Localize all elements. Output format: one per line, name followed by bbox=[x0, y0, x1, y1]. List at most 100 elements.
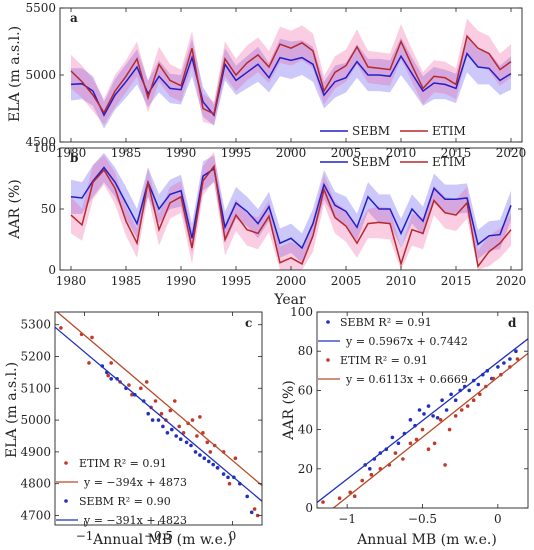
panel-c-sebm-point bbox=[207, 459, 211, 464]
panel-d-sebm-point bbox=[396, 441, 401, 446]
panel-d-ytick-label: 100 bbox=[290, 305, 313, 319]
panel-d-sebm-point bbox=[514, 349, 518, 354]
panel-c-ytick-label: 4700 bbox=[20, 508, 51, 522]
panel-d-xtick-label: 0 bbox=[494, 512, 502, 526]
panel-d-ytick-label: 80 bbox=[298, 344, 313, 358]
panel-c-ytick-label: 5200 bbox=[20, 350, 51, 364]
panel-d-ytick-label: 60 bbox=[298, 383, 313, 397]
panel-c-sebm-point bbox=[211, 462, 215, 467]
panel-d-sebm-point bbox=[426, 404, 431, 408]
panel-d-legend-etim-fit: y = 0.6113x + 0.6669 bbox=[345, 373, 468, 386]
panel-c-etim-point bbox=[190, 418, 195, 422]
panel-a-xtick-label: 1985 bbox=[111, 146, 142, 160]
panel-d-etim-point bbox=[471, 398, 476, 403]
panel-c-sebm-point bbox=[174, 434, 178, 438]
panel-c-etim-point bbox=[153, 399, 158, 403]
panel-c-etim-point bbox=[106, 373, 110, 378]
panel-c-etim-point bbox=[59, 326, 63, 330]
panel-a-ela-timeseries: 1980 1985 1990 1995 2000 2005 2010 2015 2020 4500… bbox=[7, 1, 526, 160]
panel-c-sebm-point bbox=[178, 437, 183, 442]
panel-d-legend-etim-marker bbox=[326, 358, 330, 362]
panel-c-letter: c bbox=[245, 316, 252, 330]
panel-c-fit-line-2 bbox=[55, 326, 262, 502]
panel-d-etim-point bbox=[337, 496, 342, 501]
panel-c-legend: ETIM R² = 0.91 y = −394x + 4873 SEBM R² … bbox=[56, 457, 187, 527]
panel-d-ylabel: AAR (%) bbox=[281, 380, 297, 440]
panel-c-sebm-point bbox=[189, 443, 193, 448]
panel-b-xtick-label: 2015 bbox=[441, 274, 472, 288]
panel-d-sebm-point bbox=[408, 418, 413, 422]
panel-d-ytick-label: 40 bbox=[298, 423, 313, 437]
panel-d-etim-point bbox=[465, 404, 470, 408]
panel-c-xtick-label: 0 bbox=[229, 529, 237, 543]
panel-a-sebm-uncertainty-band bbox=[71, 36, 511, 129]
panel-b-ylabel: AAR (%) bbox=[7, 179, 23, 239]
panel-c-etim-point bbox=[90, 335, 94, 340]
panel-d-legend-sebm-fit: y = 0.5967x + 0.7442 bbox=[345, 335, 468, 348]
panel-a-legend-sebm-label: SEBM bbox=[352, 124, 390, 138]
panel-d-etim-point bbox=[453, 414, 458, 418]
panel-c-plot-area: −1 −0.5 0 4700 4800 4900 5000 5100 5200 5300 bbox=[20, 311, 263, 543]
panel-d-marks bbox=[317, 338, 528, 508]
panel-a-ytick-label: 5000 bbox=[25, 68, 56, 82]
panel-d-sebm-point bbox=[422, 412, 426, 416]
panel-c-etim-point bbox=[255, 513, 260, 518]
panel-d-etim-point bbox=[478, 392, 482, 397]
panel-b-letter: b bbox=[70, 151, 78, 165]
panel-d-etim-point bbox=[447, 427, 452, 432]
panel-c-ytick-label: 5100 bbox=[20, 381, 51, 395]
panel-a-xtick-label: 2010 bbox=[386, 146, 417, 160]
panel-a-ylabel: ELA (m a.s.l.) bbox=[7, 26, 23, 122]
panel-c-xtick-label: −0.5 bbox=[144, 529, 173, 543]
panel-a-etim-uncertainty-band bbox=[71, 18, 511, 125]
panel-d-etim-point bbox=[401, 457, 405, 461]
panel-c-etim-point bbox=[177, 424, 181, 429]
panel-c-etim-point bbox=[144, 380, 149, 384]
panel-b-sebm-line bbox=[70, 166, 512, 250]
panel-c-ytick-label: 4900 bbox=[20, 445, 51, 459]
panel-b-plot-area: 1980 1985 1990 1995 2000 2005 2010 2015 2020 0 50 1… bbox=[33, 141, 526, 288]
panel-b-xtick-label: 1990 bbox=[166, 274, 197, 288]
panel-b-ytick-label: 50 bbox=[41, 202, 56, 216]
panel-c-etim-point bbox=[181, 431, 186, 435]
panel-d-fit-line-1 bbox=[317, 338, 528, 503]
panel-a-legend: SEBM ETIM bbox=[320, 124, 466, 138]
panel-d-sebm-point bbox=[444, 408, 449, 412]
panel-c-marks bbox=[55, 312, 262, 518]
panel-c-sebm-point bbox=[170, 427, 174, 432]
panel-c-legend-sebm-fit: y = −391x + 4823 bbox=[83, 514, 187, 527]
panel-c-etim-point bbox=[109, 361, 113, 365]
panel-d-sebm-point bbox=[508, 357, 512, 361]
panel-c-ylabel: ELA (m a.s.l.) bbox=[4, 362, 20, 458]
panel-c-etim-point bbox=[173, 399, 177, 403]
panel-c-sebm-point bbox=[156, 418, 161, 422]
panel-d-etim-point bbox=[393, 451, 398, 455]
panel-d-etim-point bbox=[352, 494, 357, 499]
panel-c-ytick-label: 4800 bbox=[20, 477, 51, 491]
panel-c-etim-point bbox=[139, 386, 143, 391]
panel-c-sebm-point bbox=[109, 377, 113, 381]
panel-c-etim-point bbox=[127, 383, 131, 387]
panel-d-sebm-point bbox=[476, 382, 481, 387]
panel-d-sebm-point bbox=[431, 414, 435, 418]
panel-c-etim-point bbox=[233, 456, 238, 461]
panel-c-sebm-point bbox=[193, 450, 198, 454]
panel-c-sebm-point bbox=[245, 494, 249, 499]
panel-d-etim-point bbox=[420, 427, 425, 432]
panel-c-etim-point bbox=[205, 440, 210, 445]
panel-a-etim-line bbox=[70, 34, 512, 116]
panel-c-sebm-point bbox=[215, 466, 220, 470]
panel-c-etim-point bbox=[227, 481, 232, 486]
panel-c-sebm-point bbox=[165, 431, 170, 435]
panel-d-etim-point bbox=[321, 500, 325, 504]
panel-d-etim-point bbox=[414, 437, 419, 442]
panel-d-xtick-label: −1 bbox=[338, 512, 356, 526]
panel-b-legend-etim-label: ETIM bbox=[432, 155, 466, 169]
panel-a-xtick-label: 1990 bbox=[166, 146, 197, 160]
panel-d-sebm-point bbox=[449, 392, 453, 397]
panel-a-xtick-label: 2000 bbox=[276, 146, 307, 160]
panel-d-legend: SEBM R² = 0.91 y = 0.5967x + 0.7442 ETIM… bbox=[318, 316, 468, 386]
panel-a-xtick-label: 2005 bbox=[331, 146, 362, 160]
panel-d-etim-point bbox=[438, 418, 443, 422]
panel-c-ytick-label: 5300 bbox=[20, 318, 51, 332]
